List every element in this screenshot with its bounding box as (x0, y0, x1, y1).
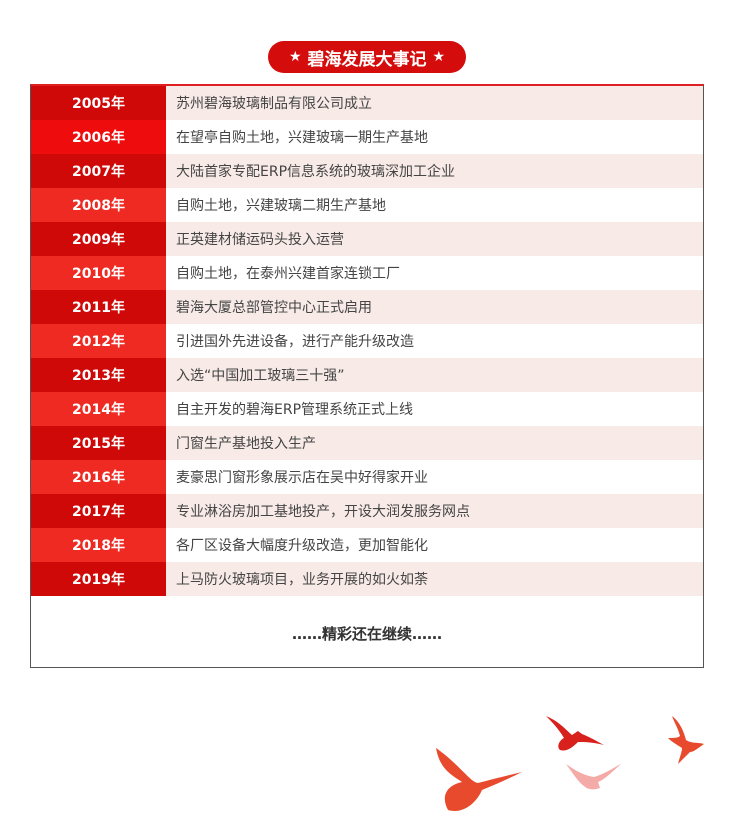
table-row: 2009年 正英建材储运码头投入运营 (31, 222, 703, 256)
event-cell: 自购土地，在泰州兴建首家连锁工厂 (166, 256, 703, 290)
table-row: 2014年 自主开发的碧海ERP管理系统正式上线 (31, 392, 703, 426)
event-cell: 门窗生产基地投入生产 (166, 426, 703, 460)
table-row: 2005年 苏州碧海玻璃制品有限公司成立 (31, 86, 703, 120)
event-cell: 在望亭自购土地，兴建玻璃一期生产基地 (166, 120, 703, 154)
table-row: 2017年 专业淋浴房加工基地投产，开设大润发服务网点 (31, 494, 703, 528)
event-cell: 入选“中国加工玻璃三十强” (166, 358, 703, 392)
year-cell: 2019年 (31, 562, 166, 596)
event-cell: 苏州碧海玻璃制品有限公司成立 (166, 86, 703, 120)
year-cell: 2009年 (31, 222, 166, 256)
event-cell: 大陆首家专配ERP信息系统的玻璃深加工企业 (166, 154, 703, 188)
table-row: 2007年 大陆首家专配ERP信息系统的玻璃深加工企业 (31, 154, 703, 188)
table-row: 2010年 自购土地，在泰州兴建首家连锁工厂 (31, 256, 703, 290)
table-row: 2011年 碧海大厦总部管控中心正式启用 (31, 290, 703, 324)
table-row: 2008年 自购土地，兴建玻璃二期生产基地 (31, 188, 703, 222)
table-row: 2012年 引进国外先进设备，进行产能升级改造 (31, 324, 703, 358)
event-cell: 自购土地，兴建玻璃二期生产基地 (166, 188, 703, 222)
year-cell: 2012年 (31, 324, 166, 358)
year-cell: 2011年 (31, 290, 166, 324)
event-cell: 引进国外先进设备，进行产能升级改造 (166, 324, 703, 358)
table-row: 2018年 各厂区设备大幅度升级改造，更加智能化 (31, 528, 703, 562)
year-cell: 2010年 (31, 256, 166, 290)
table-row: 2016年 麦豪思门窗形象展示店在吴中好得家开业 (31, 460, 703, 494)
event-cell: 碧海大厦总部管控中心正式启用 (166, 290, 703, 324)
star-icon: ★ (288, 49, 302, 65)
year-cell: 2018年 (31, 528, 166, 562)
page-title: ★ 碧海发展大事记 ★ (268, 41, 466, 73)
event-cell: 各厂区设备大幅度升级改造，更加智能化 (166, 528, 703, 562)
year-cell: 2016年 (31, 460, 166, 494)
table-row: 2015年 门窗生产基地投入生产 (31, 426, 703, 460)
year-cell: 2017年 (31, 494, 166, 528)
event-cell: 正英建材储运码头投入运营 (166, 222, 703, 256)
year-cell: 2007年 (31, 154, 166, 188)
year-cell: 2015年 (31, 426, 166, 460)
table-row: 2019年 上马防火玻璃项目，业务开展的如火如荼 (31, 562, 703, 596)
table-row: 2013年 入选“中国加工玻璃三十强” (31, 358, 703, 392)
page-title-text: 碧海发展大事记 (307, 49, 427, 70)
event-cell: 自主开发的碧海ERP管理系统正式上线 (166, 392, 703, 426)
event-cell: 上马防火玻璃项目，业务开展的如火如荼 (166, 562, 703, 596)
bird-icon (436, 748, 522, 811)
table-row: 2006年 在望亭自购土地，兴建玻璃一期生产基地 (31, 120, 703, 154)
star-icon: ★ (432, 49, 446, 65)
footer-text: ……精彩还在继续…… (291, 624, 442, 643)
year-cell: 2005年 (31, 86, 166, 120)
timeline-table: 2005年 苏州碧海玻璃制品有限公司成立 2006年 在望亭自购土地，兴建玻璃一期生产… (30, 84, 704, 668)
year-cell: 2013年 (31, 358, 166, 392)
event-cell: 麦豪思门窗形象展示店在吴中好得家开业 (166, 460, 703, 494)
year-cell: 2008年 (31, 188, 166, 222)
event-cell: 专业淋浴房加工基地投产，开设大润发服务网点 (166, 494, 703, 528)
year-cell: 2014年 (31, 392, 166, 426)
bird-icon (546, 716, 604, 751)
bird-icon (668, 716, 704, 764)
year-cell: 2006年 (31, 120, 166, 154)
bird-icon (566, 763, 622, 790)
